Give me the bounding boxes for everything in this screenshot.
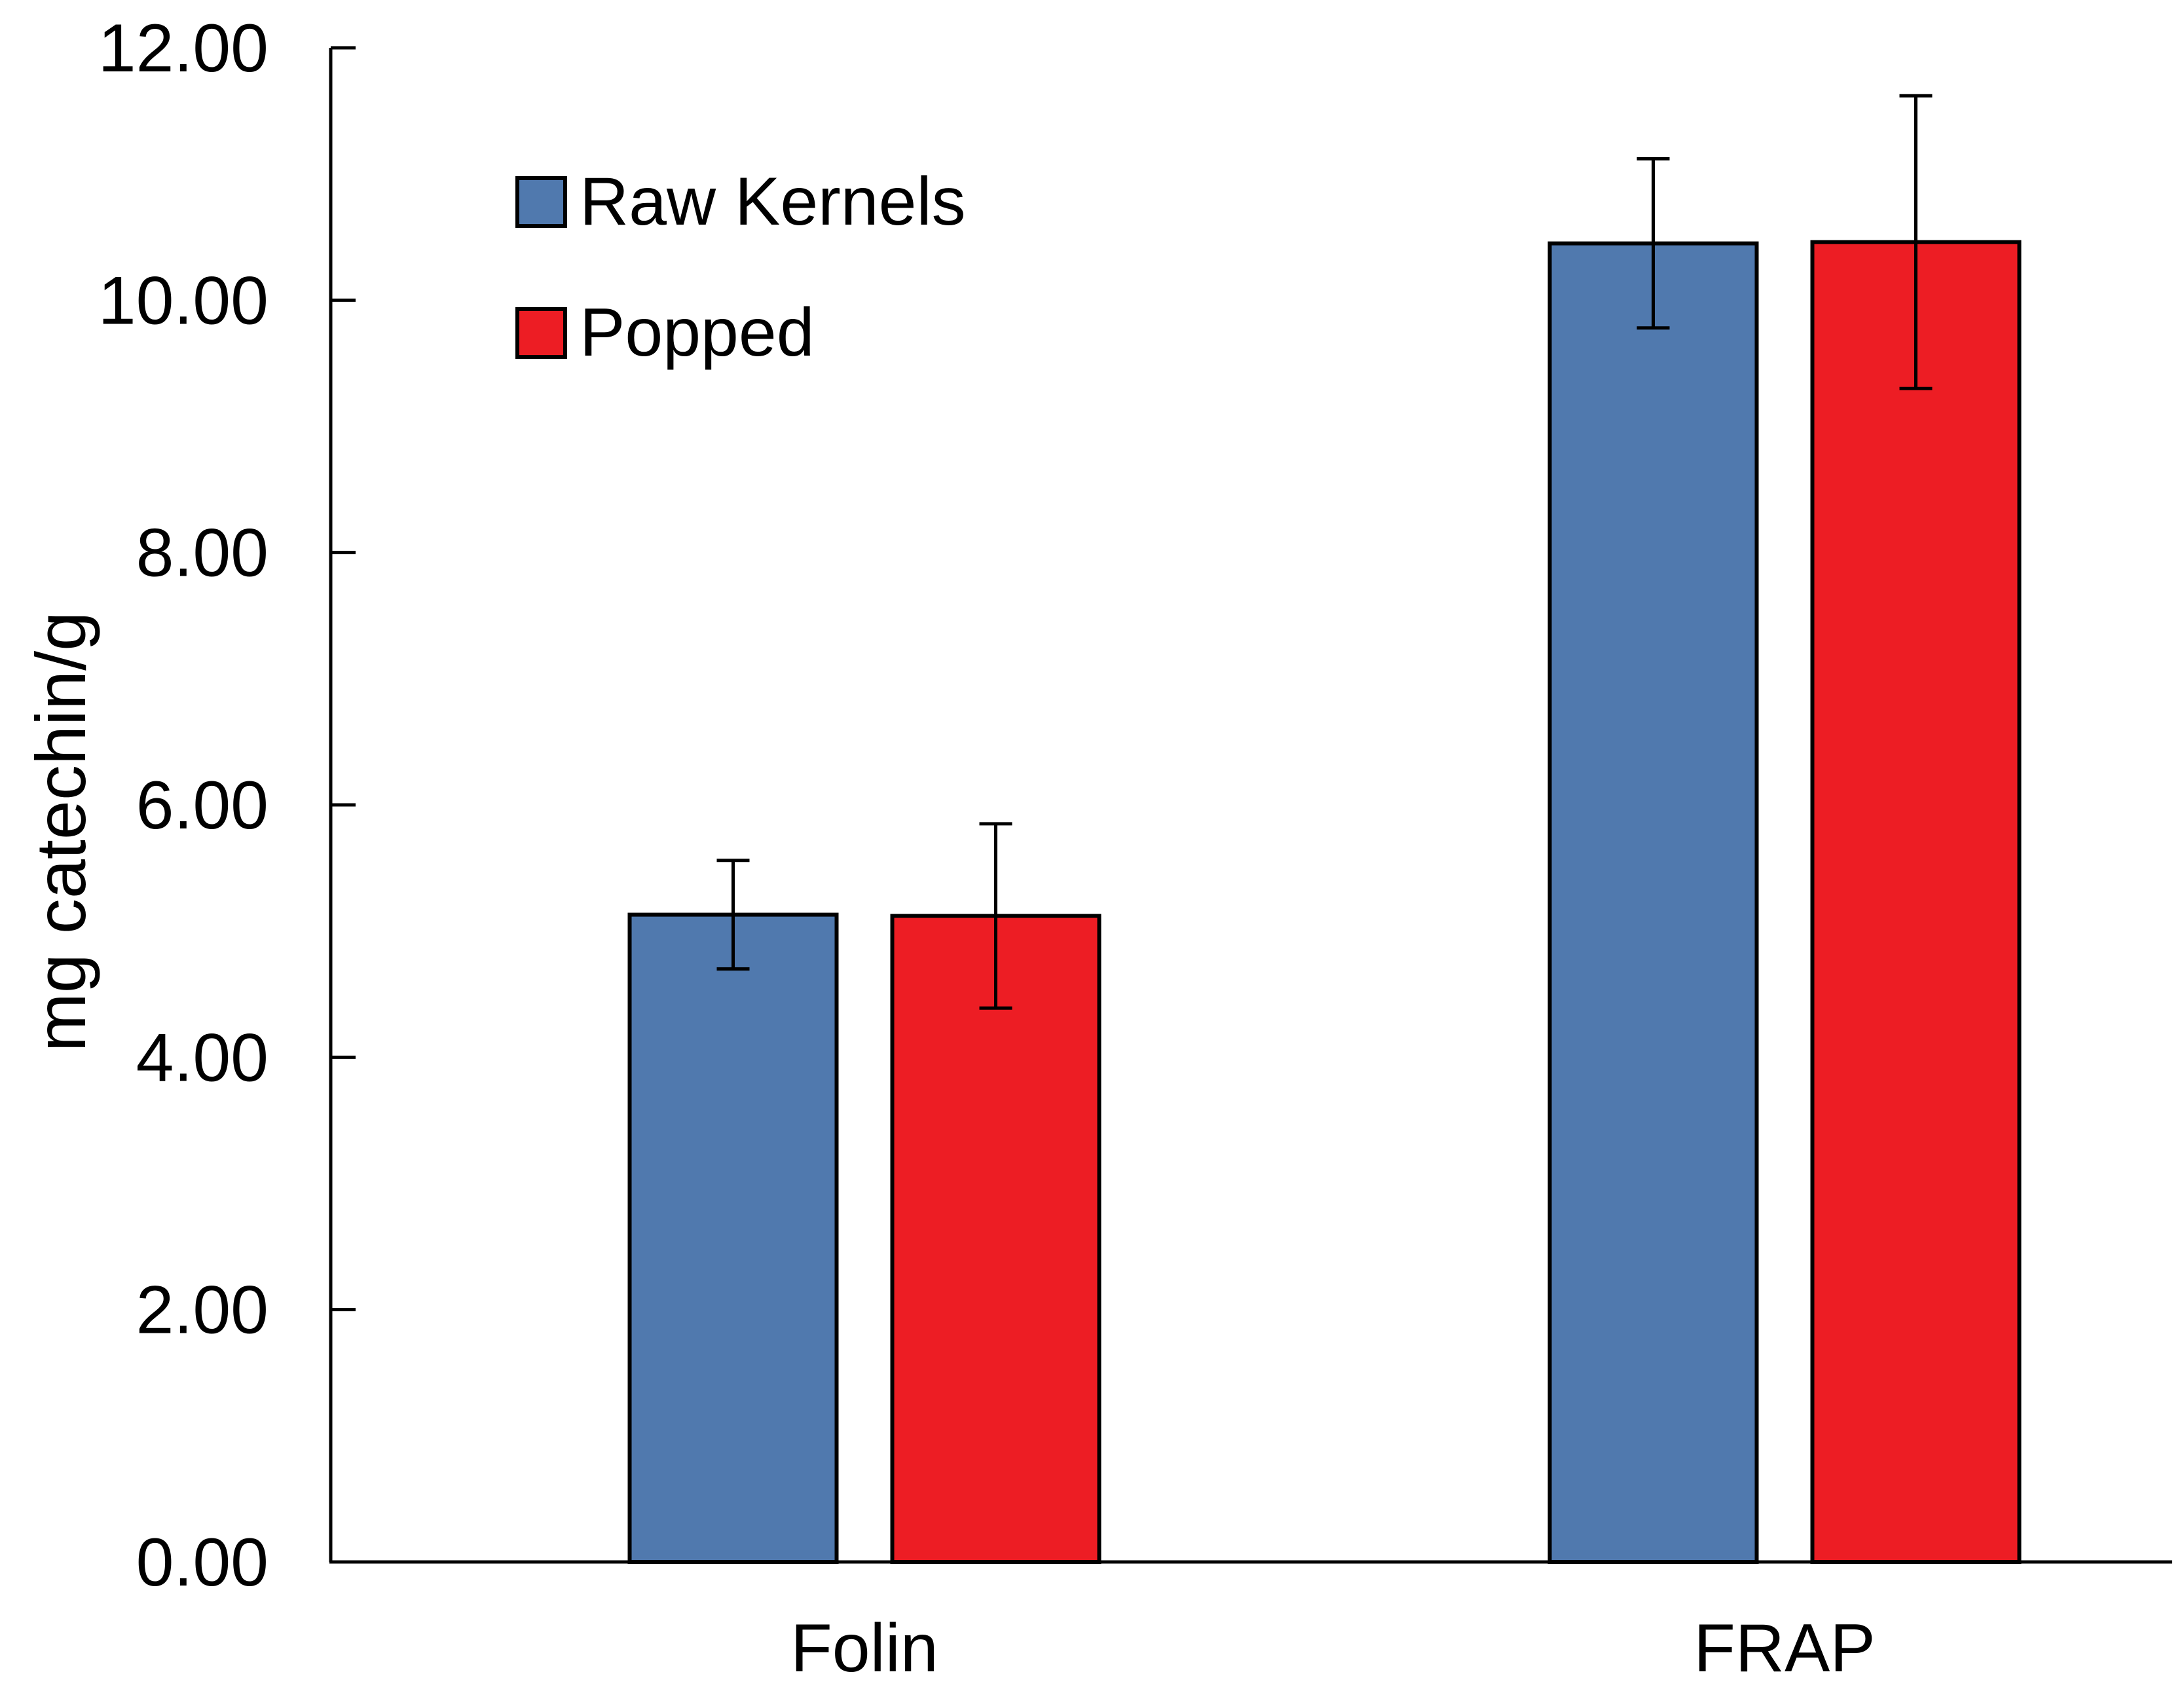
- bar-popped-folin: [890, 914, 1101, 1564]
- legend-label: Raw Kernels: [580, 164, 966, 240]
- error-bar: [1637, 157, 1670, 330]
- x-axis: Folin FRAP: [329, 1560, 2172, 1686]
- y-tick-label: 4.00: [136, 1020, 268, 1096]
- y-tick-label: 8.00: [136, 515, 268, 591]
- y-axis: 0.00 2.00 4.00 6.00 8.00 10.00 12.00: [98, 10, 356, 1601]
- y-axis-title: mg catechin/g: [21, 612, 100, 1052]
- bar-raw-kernels-folin: [627, 912, 839, 1564]
- legend-label: Popped: [580, 295, 815, 371]
- legend: Raw Kernels Popped: [515, 164, 966, 371]
- y-tick-label: 0.00: [136, 1525, 268, 1601]
- x-category-label: FRAP: [1694, 1610, 1875, 1686]
- y-tick-label: 12.00: [98, 10, 268, 86]
- error-bar: [716, 859, 750, 971]
- y-tick-label: 6.00: [136, 768, 268, 844]
- error-bar: [979, 822, 1012, 1010]
- error-bar: [1899, 94, 1933, 390]
- y-tick-label: 2.00: [136, 1272, 268, 1348]
- bar-popped-frap: [1810, 240, 2022, 1564]
- y-ticks: 0.00 2.00 4.00 6.00 8.00 10.00 12.00: [98, 10, 356, 1601]
- y-tick-label: 10.00: [98, 263, 268, 339]
- x-category-labels: Folin FRAP: [790, 1610, 1875, 1686]
- error-bars: [716, 94, 1933, 1010]
- legend-swatch: [515, 176, 567, 228]
- legend-swatch: [515, 307, 567, 359]
- bar-raw-kernels-frap: [1547, 241, 1759, 1565]
- x-category-label: Folin: [790, 1610, 938, 1686]
- bars: [627, 240, 2022, 1565]
